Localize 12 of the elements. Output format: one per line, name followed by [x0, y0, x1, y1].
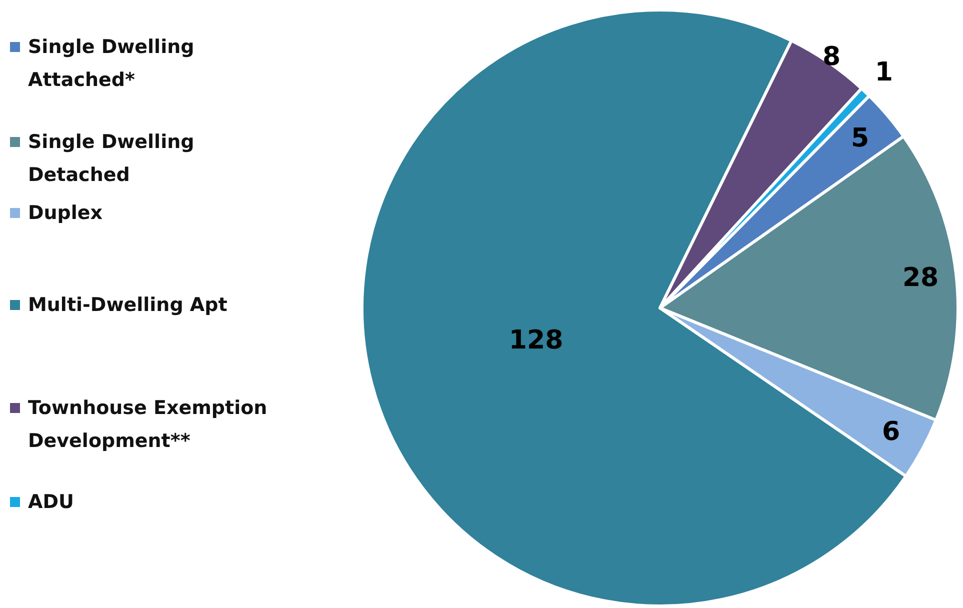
- legend-label: Single Dwelling Attached*: [28, 36, 194, 91]
- legend-label: Duplex: [28, 202, 103, 224]
- legend-label: Townhouse Exemption Development**: [28, 397, 268, 452]
- legend-label: Single Dwelling Detached: [28, 131, 194, 186]
- data-label: 6: [882, 417, 900, 448]
- data-label: 28: [902, 263, 939, 294]
- legend-label: Multi-Dwelling Apt: [28, 294, 228, 316]
- data-label: 5: [850, 123, 870, 154]
- legend-label: ADU: [28, 491, 74, 513]
- data-label: 1: [874, 58, 893, 88]
- data-label: 8: [822, 42, 841, 72]
- data-label: 128: [508, 326, 564, 356]
